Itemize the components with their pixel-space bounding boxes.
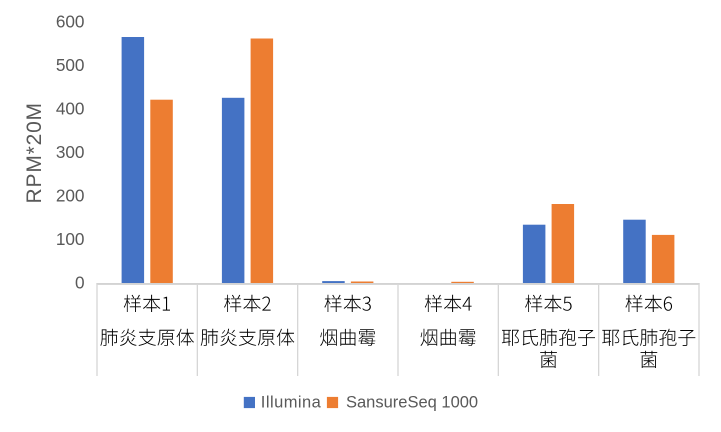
svg-text:100: 100	[56, 229, 85, 249]
svg-text:400: 400	[56, 98, 85, 118]
svg-text:RPM*20M: RPM*20M	[23, 102, 46, 203]
svg-text:300: 300	[56, 142, 85, 162]
svg-text:Illumina: Illumina	[261, 394, 322, 412]
svg-text:200: 200	[56, 186, 85, 206]
svg-text:500: 500	[56, 55, 85, 75]
svg-text:SansureSeq 1000: SansureSeq 1000	[346, 394, 478, 412]
svg-text:0: 0	[75, 273, 85, 293]
svg-text:600: 600	[56, 11, 85, 31]
